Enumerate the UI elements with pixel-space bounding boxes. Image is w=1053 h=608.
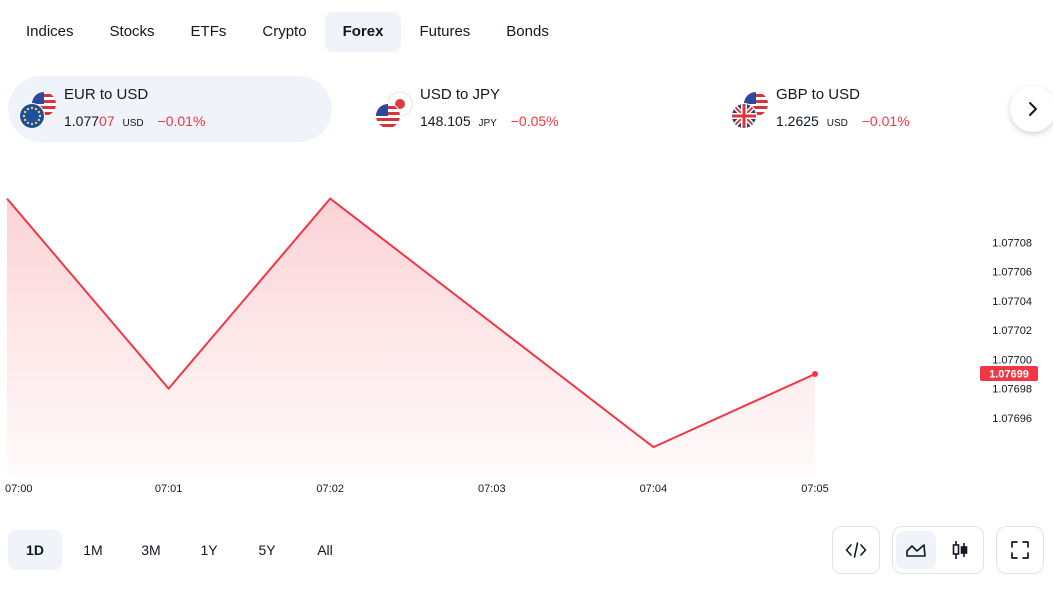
fullscreen-box [996, 526, 1044, 574]
ticker-unit: JPY [478, 118, 497, 129]
chevron-right-icon [1029, 102, 1037, 116]
range-1d[interactable]: 1D [8, 530, 62, 570]
tab-futures[interactable]: Futures [419, 23, 471, 40]
code-icon [845, 542, 867, 558]
x-tick-label: 07:05 [801, 483, 829, 495]
next-tickers-button[interactable] [1010, 86, 1053, 132]
ticker-price: 148.105 [420, 113, 471, 129]
range-3m[interactable]: 3M [141, 542, 161, 558]
range-1y[interactable]: 1Y [200, 542, 218, 558]
fullscreen-icon [1011, 541, 1029, 559]
embed-button[interactable] [836, 531, 876, 569]
price-chart[interactable]: 1.07696 1.07698 1.07700 1.07702 1.07704 1.077… [0, 150, 1053, 510]
candlestick-chart-button[interactable] [940, 531, 980, 569]
ticker-unit: USD [826, 118, 848, 129]
embed-box [832, 526, 880, 574]
gbp-usd-flag-icon [731, 92, 768, 129]
last-price-badge [980, 366, 1038, 381]
y-tick-label: 1.07702 [992, 325, 1032, 337]
x-tick-label: 07:02 [316, 483, 344, 495]
ticker-strip: EUR to USD 1.07707 USD −0.01% USD to JPY… [8, 76, 1008, 142]
tab-forex[interactable]: Forex [324, 12, 402, 52]
ticker-change: −0.05% [510, 113, 559, 129]
ticker-quote: 1.07707 USD −0.01% [64, 113, 205, 129]
y-tick-label: 1.07700 [992, 354, 1032, 366]
last-price-label: 1.07699 [989, 369, 1029, 381]
ticker-quote: 148.105 JPY −0.05% [420, 113, 559, 129]
market-tabs: Indices Stocks ETFs Crypto Forex Futures… [8, 12, 567, 52]
y-tick-label: 1.07696 [992, 413, 1032, 425]
y-tick-label: 1.07698 [992, 384, 1032, 396]
ticker-price-highlight: 07 [99, 113, 115, 129]
area-chart-button[interactable] [896, 531, 936, 569]
ticker-price: 1.2625 [776, 113, 819, 129]
range-1m[interactable]: 1M [83, 542, 103, 558]
time-range-selector: 1D 1M 3M 1Y 5Y All [8, 530, 352, 570]
y-tick-label: 1.07706 [992, 267, 1032, 279]
chart-style-box [892, 526, 984, 574]
tab-bonds[interactable]: Bonds [506, 23, 549, 40]
last-price-dot [812, 371, 818, 377]
tab-etfs[interactable]: ETFs [190, 23, 227, 40]
ticker-name: USD to JPY [420, 86, 501, 103]
ticker-card-eur-usd[interactable]: EUR to USD 1.07707 USD −0.01% [8, 76, 332, 142]
candlestick-icon [952, 541, 968, 559]
x-tick-label: 07:04 [640, 483, 668, 495]
fullscreen-button[interactable] [1000, 531, 1040, 569]
x-tick-label: 07:01 [155, 483, 183, 495]
eur-usd-flag-icon [19, 92, 56, 129]
ticker-quote: 1.2625 USD −0.01% [776, 113, 910, 129]
x-tick-label: 07:03 [478, 483, 506, 495]
ticker-change: −0.01% [157, 113, 206, 129]
ticker-card-gbp-usd[interactable]: GBP to USD 1.2625 USD −0.01% [720, 76, 1044, 142]
price-area [7, 198, 815, 475]
y-tick-label: 1.07708 [992, 237, 1032, 249]
ticker-unit: USD [122, 118, 144, 129]
area-chart-icon [906, 544, 926, 557]
ticker-card-usd-jpy[interactable]: USD to JPY 148.105 JPY −0.05% [364, 76, 688, 142]
range-all[interactable]: All [317, 542, 333, 558]
tab-stocks[interactable]: Stocks [109, 23, 155, 40]
y-tick-label: 1.07704 [992, 296, 1032, 308]
ticker-price: 1.077 [64, 113, 100, 129]
ticker-name: GBP to USD [776, 86, 860, 103]
ticker-change: −0.01% [861, 113, 910, 129]
usd-jpy-flag-icon [375, 91, 413, 129]
ticker-name: EUR to USD [64, 86, 149, 103]
x-tick-label: 07:00 [5, 483, 33, 495]
price-line [6, 197, 816, 449]
tab-indices[interactable]: Indices [26, 23, 74, 40]
range-5y[interactable]: 5Y [258, 542, 276, 558]
tab-crypto[interactable]: Crypto [262, 23, 307, 40]
